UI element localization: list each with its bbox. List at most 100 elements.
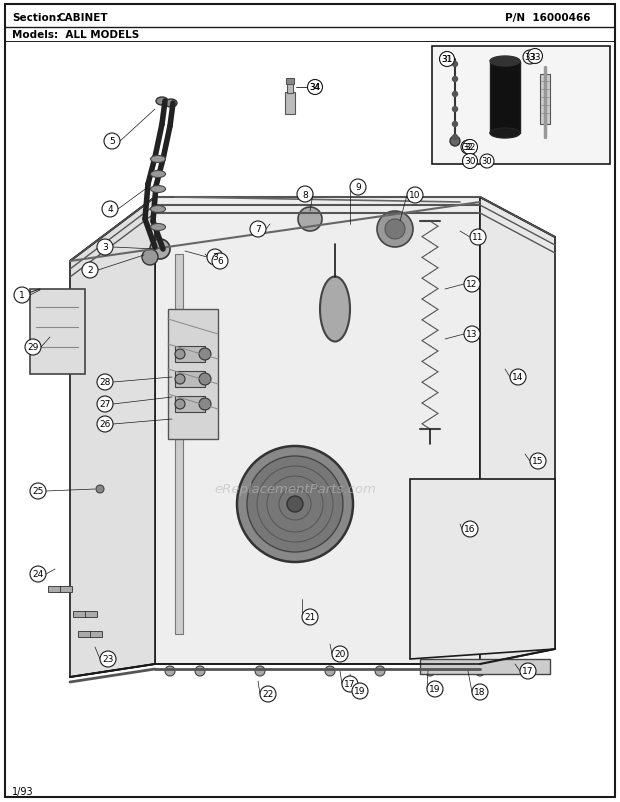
Circle shape	[523, 51, 537, 65]
Circle shape	[97, 375, 113, 391]
Bar	[30, 290, 85, 375]
Circle shape	[453, 63, 458, 67]
Text: 32: 32	[464, 144, 476, 152]
Text: 5: 5	[109, 137, 115, 146]
Circle shape	[142, 249, 158, 265]
Bar	[432, 47, 610, 164]
Text: 23: 23	[102, 654, 113, 664]
Circle shape	[308, 81, 322, 95]
Bar	[78, 631, 102, 638]
Circle shape	[297, 187, 313, 203]
Text: 20: 20	[334, 650, 346, 658]
Circle shape	[82, 263, 98, 278]
Text: 17: 17	[344, 679, 356, 689]
Circle shape	[464, 277, 480, 293]
Circle shape	[14, 288, 30, 304]
Circle shape	[250, 221, 266, 237]
Text: 33: 33	[529, 52, 541, 62]
Text: 31: 31	[441, 55, 453, 64]
Text: 18: 18	[474, 687, 485, 697]
Circle shape	[475, 666, 485, 676]
Circle shape	[302, 610, 318, 626]
Text: 34: 34	[309, 83, 321, 92]
Ellipse shape	[490, 129, 520, 139]
Circle shape	[30, 566, 46, 582]
Circle shape	[530, 453, 546, 469]
Circle shape	[453, 92, 458, 97]
Text: 27: 27	[99, 400, 111, 409]
Polygon shape	[480, 198, 555, 664]
Circle shape	[97, 396, 113, 412]
Text: 7: 7	[255, 225, 261, 234]
Circle shape	[255, 666, 265, 676]
Circle shape	[462, 521, 478, 537]
Circle shape	[480, 155, 494, 168]
Text: P/N  16000466: P/N 16000466	[505, 13, 590, 23]
Bar	[287, 84, 293, 94]
Bar	[175, 396, 205, 412]
Circle shape	[425, 666, 435, 676]
Text: 22: 22	[262, 690, 273, 699]
Polygon shape	[410, 480, 555, 659]
Bar	[285, 93, 295, 115]
Circle shape	[97, 240, 113, 256]
Ellipse shape	[320, 277, 350, 342]
Text: 29: 29	[27, 343, 38, 352]
Text: 30: 30	[464, 157, 476, 166]
Ellipse shape	[151, 225, 166, 231]
Text: 32: 32	[463, 144, 473, 152]
Ellipse shape	[165, 100, 177, 107]
Circle shape	[25, 339, 41, 355]
Circle shape	[528, 50, 542, 64]
Circle shape	[102, 202, 118, 217]
Circle shape	[352, 683, 368, 699]
Bar	[175, 346, 205, 363]
Text: 16: 16	[464, 525, 476, 534]
Circle shape	[450, 137, 460, 147]
Circle shape	[463, 154, 477, 169]
Bar	[420, 659, 550, 674]
Ellipse shape	[151, 172, 166, 178]
Circle shape	[199, 399, 211, 411]
Polygon shape	[155, 198, 480, 664]
Circle shape	[308, 80, 322, 95]
Text: 4: 4	[107, 205, 113, 214]
Circle shape	[260, 687, 276, 702]
Circle shape	[175, 350, 185, 359]
Text: 31: 31	[441, 55, 453, 64]
Circle shape	[461, 141, 475, 155]
Circle shape	[104, 134, 120, 150]
Circle shape	[440, 52, 454, 67]
Circle shape	[199, 349, 211, 361]
Text: 3: 3	[212, 253, 218, 262]
Text: 28: 28	[99, 378, 111, 387]
Circle shape	[464, 326, 480, 342]
Text: 30: 30	[482, 157, 492, 166]
Text: 8: 8	[302, 190, 308, 199]
Circle shape	[407, 188, 423, 204]
Circle shape	[520, 663, 536, 679]
Circle shape	[237, 447, 353, 562]
Circle shape	[247, 456, 343, 553]
Text: 21: 21	[304, 613, 316, 622]
Text: 2: 2	[87, 266, 93, 275]
Text: 26: 26	[99, 420, 111, 429]
Bar	[48, 586, 72, 592]
Text: 10: 10	[409, 191, 421, 200]
Circle shape	[212, 253, 228, 269]
Bar	[286, 79, 294, 85]
Bar	[175, 255, 183, 634]
Bar	[490, 62, 520, 134]
Polygon shape	[70, 198, 155, 677]
Ellipse shape	[151, 186, 166, 193]
Text: eReplacementParts.com: eReplacementParts.com	[214, 483, 376, 496]
Circle shape	[350, 180, 366, 196]
Circle shape	[287, 496, 303, 512]
Bar	[540, 75, 550, 125]
Circle shape	[195, 666, 205, 676]
Text: 25: 25	[32, 487, 43, 496]
Circle shape	[453, 136, 458, 140]
Text: 24: 24	[32, 569, 43, 579]
Ellipse shape	[490, 57, 520, 67]
Text: CABINET: CABINET	[58, 13, 108, 23]
